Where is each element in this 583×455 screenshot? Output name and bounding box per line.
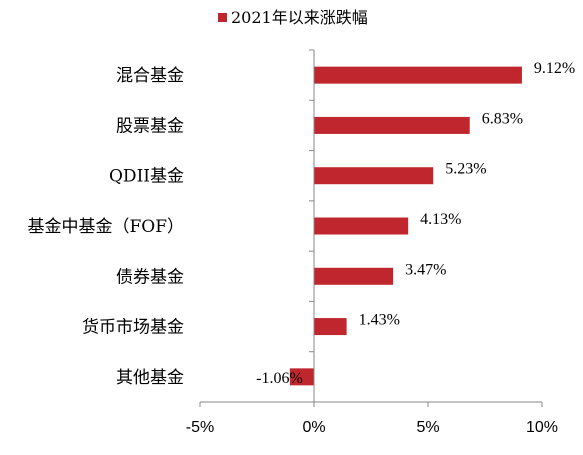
bar-2 — [314, 116, 470, 134]
bars — [289, 66, 522, 386]
x-tick-label: -5% — [186, 419, 214, 436]
category-label: 货币市场基金 — [82, 318, 184, 338]
data-label: 1.43% — [359, 312, 400, 329]
data-label: 9.12% — [534, 60, 575, 77]
x-axis-tick-labels: -5% 0% 5% 10% — [186, 419, 558, 436]
bar-1 — [314, 66, 522, 84]
data-label: 5.23% — [445, 161, 486, 178]
bar-3 — [314, 167, 434, 185]
bar-6 — [314, 318, 347, 336]
legend: 2021年以来涨跌幅 — [218, 8, 368, 27]
bar-4 — [314, 217, 409, 235]
category-label: 股票基金 — [116, 116, 184, 136]
data-label: -1.06% — [256, 370, 303, 387]
category-label: 债券基金 — [116, 267, 184, 287]
data-label: 3.47% — [405, 261, 446, 278]
category-label: 基金中基金（FOF） — [27, 217, 184, 237]
category-label: 混合基金 — [116, 66, 184, 86]
legend-swatch — [218, 13, 227, 22]
category-label: 其他基金 — [116, 368, 184, 388]
legend-label: 2021年以来涨跌幅 — [231, 8, 368, 27]
data-label: 4.13% — [420, 211, 461, 228]
value-labels: 9.12% 6.83% 5.23% 4.13% 3.47% 1.43% -1.06% — [256, 60, 575, 387]
data-label: 6.83% — [482, 110, 523, 127]
bar-5 — [314, 267, 394, 285]
x-tick-label: 5% — [416, 419, 439, 436]
x-tick-label: 10% — [526, 419, 558, 436]
category-label: QDII基金 — [109, 167, 184, 187]
x-tick-label: 0% — [302, 419, 325, 436]
bar-7 — [289, 368, 314, 386]
axes — [199, 49, 543, 407]
